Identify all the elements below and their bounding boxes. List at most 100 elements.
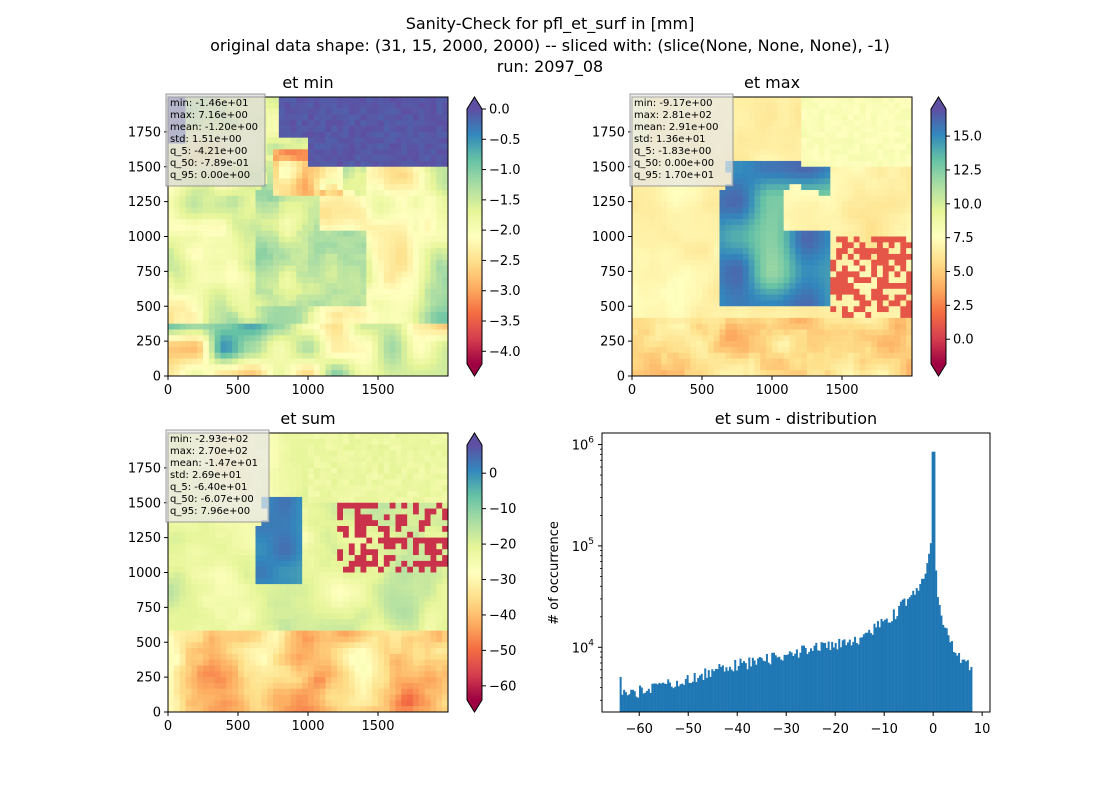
heatmap-cell — [226, 219, 233, 226]
heatmap-cell — [179, 242, 186, 249]
heatmap-cell — [649, 323, 656, 330]
heatmap-cell — [442, 271, 449, 278]
heatmap-cell — [661, 195, 668, 202]
heatmap-cell — [877, 219, 884, 226]
heatmap-cell — [847, 312, 855, 319]
heatmap-cell — [337, 172, 344, 179]
heatmap-cell — [442, 207, 449, 214]
heatmap-cell — [179, 294, 186, 301]
heatmap-cell — [789, 329, 796, 336]
heatmap-cell — [378, 346, 385, 354]
heatmap-cell — [661, 271, 668, 278]
heatmap-cell — [637, 265, 645, 272]
heatmap-cell — [383, 271, 391, 278]
heatmap-cell — [818, 364, 825, 371]
heatmap-cell — [678, 213, 685, 220]
heatmap-cell — [249, 207, 256, 214]
heatmap-cell — [836, 213, 843, 220]
heatmap-cell — [418, 370, 426, 377]
heatmap-cell — [413, 341, 420, 348]
heatmap-cell — [401, 341, 408, 348]
heatmap-cell — [719, 341, 726, 348]
heatmap-cell — [220, 207, 227, 214]
heatmap-cell — [900, 172, 907, 179]
heatmap-cell — [401, 335, 408, 342]
heatmap-cell — [319, 219, 326, 226]
heatmap-cell — [168, 352, 175, 359]
heatmap-cell — [824, 358, 831, 365]
heatmap-cell — [302, 253, 309, 261]
heatmap-cell — [807, 184, 814, 191]
heatmap-cell — [737, 288, 744, 295]
heatmap-cell — [865, 346, 872, 354]
heatmap-cell — [302, 433, 309, 440]
heatmap-cell — [179, 370, 186, 377]
heatmap-cell — [383, 335, 391, 342]
heatmap-cell — [401, 143, 408, 150]
heatmap-cell — [296, 242, 303, 249]
heatmap-cell — [267, 195, 274, 202]
heatmap-cell — [906, 102, 913, 109]
heatmap-cell — [713, 207, 720, 214]
heatmap-cell — [395, 346, 402, 354]
heatmap-cell — [343, 265, 350, 272]
heatmap-cell — [783, 288, 790, 295]
heatmap-cell — [877, 253, 884, 261]
heatmap-cell — [208, 230, 216, 237]
heatmap-cell — [413, 364, 420, 371]
heatmap-cell — [830, 190, 837, 197]
heatmap-cell — [226, 277, 233, 284]
heatmap-cell — [655, 300, 662, 307]
heatmap-cell — [372, 253, 379, 261]
heatmap-cell — [203, 329, 210, 336]
heatmap-cell — [401, 131, 408, 139]
heatmap-cell — [818, 370, 825, 377]
heatmap-cell — [795, 178, 802, 185]
heatmap-cell — [424, 160, 431, 168]
heatmap-cell — [354, 97, 361, 104]
heatmap-cell — [742, 213, 750, 220]
heatmap-cell — [179, 283, 186, 290]
heatmap-cell — [296, 155, 303, 162]
heatmap-cell — [267, 207, 274, 214]
heatmap-cell — [238, 190, 245, 197]
heatmap-cell — [754, 160, 761, 168]
heatmap-cell — [795, 155, 802, 162]
heatmap-cell — [719, 352, 726, 359]
heatmap-cell — [707, 306, 715, 313]
heatmap-cell — [378, 207, 385, 214]
panel-title: et sum — [280, 409, 335, 428]
heatmap-cell — [290, 155, 297, 162]
heatmap-cell — [906, 143, 913, 150]
heatmap-cell — [871, 120, 878, 127]
heatmap-cell — [882, 248, 890, 255]
heatmap-cell — [313, 265, 321, 272]
heatmap-cell — [296, 207, 303, 214]
heatmap-cell — [383, 219, 391, 226]
heatmap-cell — [731, 358, 738, 365]
heatmap-cell — [766, 323, 773, 330]
heatmap-cell — [319, 160, 326, 168]
heatmap-cell — [191, 253, 198, 261]
heatmap-cell — [331, 242, 338, 249]
heatmap-cell — [865, 207, 872, 214]
heatmap-cell — [783, 259, 790, 266]
heatmap-cell — [308, 236, 315, 243]
heatmap-cell — [296, 317, 303, 325]
heatmap-cell — [226, 294, 233, 301]
heatmap-cell — [208, 219, 216, 226]
heatmap-cell — [168, 341, 175, 348]
heatmap-cell — [436, 312, 443, 319]
heatmap-cell — [807, 195, 814, 202]
heatmap-cell — [795, 341, 802, 348]
heatmap-cell — [667, 358, 674, 365]
heatmap-cell — [865, 283, 872, 290]
heatmap-cell — [859, 341, 866, 348]
heatmap-cell — [383, 306, 391, 313]
heatmap-cell — [824, 213, 831, 220]
heatmap-cell — [220, 306, 227, 313]
heatmap-cell — [667, 201, 674, 208]
heatmap-cell — [795, 201, 802, 208]
heatmap-cell — [637, 259, 645, 266]
heatmap-cell — [436, 195, 443, 202]
